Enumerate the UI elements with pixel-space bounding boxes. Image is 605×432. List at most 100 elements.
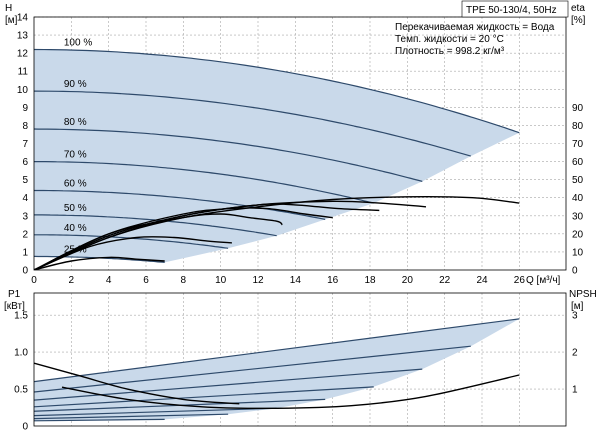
- speed-label: 80 %: [64, 117, 87, 128]
- npsh-curves: [34, 362, 520, 410]
- x-tick-label: 4: [106, 275, 112, 286]
- speed-label: 90 %: [64, 79, 87, 90]
- x-tick-label: 24: [476, 275, 488, 286]
- eta-tick-label: 80: [572, 121, 584, 132]
- qh-speed-curves: [34, 48, 520, 263]
- h-tick-label: 8: [22, 121, 28, 132]
- power-curve: [34, 407, 277, 417]
- power-chart: 0 0.5 1.0 1.5 1 2 3 P1 [кВт] NPSH [м]: [4, 289, 597, 432]
- x-tick-label: 20: [402, 275, 414, 286]
- x-tick-label: 2: [69, 275, 75, 286]
- x-tick-label: 10: [215, 275, 227, 286]
- power-curve: [34, 413, 229, 420]
- h-tick-label: 13: [17, 31, 29, 42]
- power-curve: [34, 418, 165, 422]
- eta-tick-label: 70: [572, 139, 584, 150]
- npsh-axis-unit: [м]: [571, 301, 584, 312]
- eta-axis-label: eta: [571, 3, 585, 14]
- h-tick-label: 7: [22, 139, 28, 150]
- power-curve: [34, 318, 520, 383]
- p1-axis-unit: [кВт]: [4, 301, 25, 312]
- eta-tick-label: 60: [572, 157, 584, 168]
- x-tick-label: 26: [514, 275, 526, 286]
- h-tick-label: 12: [17, 49, 29, 60]
- eta-tick-label: 90: [572, 103, 584, 114]
- q-axis-label: Q [м³/ч]: [526, 275, 561, 286]
- eta-curve: [34, 213, 283, 270]
- speed-curve: [34, 48, 520, 134]
- p1-tick-label: 0: [22, 422, 28, 432]
- info-density: Плотность = 998.2 кг/м³: [395, 46, 505, 57]
- h-axis-label: H: [5, 3, 12, 14]
- p1-axis-label: P1: [8, 289, 21, 300]
- npsh-tick-label: 1: [572, 385, 578, 396]
- x-tick-label: 18: [364, 275, 376, 286]
- speed-label: 40 %: [64, 223, 87, 234]
- eta-tick-label: 10: [572, 247, 584, 258]
- speed-label: 60 %: [64, 178, 87, 189]
- h-tick-label: 10: [17, 85, 29, 96]
- h-tick-label: 14: [17, 13, 29, 24]
- info-temperature: Темп. жидкости = 20 °C: [395, 34, 504, 45]
- eta-curves: [34, 195, 520, 270]
- x-tick-label: 8: [181, 275, 187, 286]
- speed-curve: [34, 90, 471, 157]
- speed-labels: 100 % 90 % 80 % 70 % 60 % 50 % 40 % 25 %: [64, 38, 92, 256]
- power-curve: [34, 386, 374, 408]
- speed-curve: [34, 128, 423, 182]
- h-tick-label: 6: [22, 157, 28, 168]
- npsh-curve: [34, 362, 240, 405]
- h-tick-label: 5: [22, 175, 28, 186]
- x-tick-label: 0: [31, 275, 37, 286]
- eta-tick-label: 0: [572, 266, 578, 277]
- power-area: [34, 318, 520, 421]
- x-tick-labels: 0 2 4 6 8 10 12 14 16 18 20 22 24 26: [31, 275, 525, 286]
- x-tick-label: 6: [143, 275, 149, 286]
- x-tick-label: 14: [290, 275, 302, 286]
- speed-curve: [34, 160, 374, 204]
- h-tick-label: 9: [22, 103, 28, 114]
- speed-label: 25 %: [64, 244, 87, 255]
- eta-tick-label: 40: [572, 193, 584, 204]
- info-fluid: Перекачиваемая жидкость = Вода: [395, 22, 555, 33]
- qh-operating-area: [34, 49, 520, 270]
- chart-title: TPE 50-130/4, 50Hz: [466, 5, 557, 16]
- eta-curve: [34, 256, 165, 270]
- eta-axis-unit: [%]: [571, 15, 586, 26]
- p1-tick-label: 1.5: [14, 311, 28, 322]
- title-box: [461, 0, 569, 18]
- x-tick-label: 22: [439, 275, 451, 286]
- npsh-tick-label: 3: [572, 311, 578, 322]
- eta-tick-label: 20: [572, 229, 584, 240]
- speed-label: 50 %: [64, 203, 87, 214]
- h-tick-label: 4: [22, 193, 28, 204]
- h-tick-label: 3: [22, 211, 28, 222]
- npsh-tick-labels: 1 2 3: [572, 311, 578, 396]
- h-tick-label: 2: [22, 229, 28, 240]
- p1-tick-label: 0.5: [14, 385, 28, 396]
- qh-plot-frame: [33, 16, 567, 271]
- p1-tick-label: 1.0: [14, 348, 28, 359]
- h-tick-label: 0: [22, 266, 28, 277]
- npsh-tick-label: 2: [572, 348, 578, 359]
- eta-curve: [34, 203, 380, 270]
- p1-tick-labels: 0 0.5 1.0 1.5: [14, 311, 28, 432]
- npsh-curve: [61, 374, 520, 410]
- power-plot-frame: [33, 292, 567, 427]
- x-tick-label: 16: [327, 275, 339, 286]
- eta-tick-label: 50: [572, 175, 584, 186]
- x-tick-label: 12: [252, 275, 264, 286]
- h-tick-label: 11: [18, 67, 29, 78]
- npsh-axis-label: NPSH: [569, 289, 597, 300]
- eta-tick-labels: 0 10 20 30 40 50 60 70 80 90: [572, 103, 584, 277]
- eta-curve: [34, 235, 232, 270]
- speed-label: 100 %: [64, 38, 92, 49]
- h-tick-label: 1: [22, 247, 28, 258]
- eta-tick-label: 30: [572, 211, 584, 222]
- h-axis-unit: [м]: [5, 15, 18, 26]
- speed-curve: [34, 189, 326, 220]
- speed-label: 70 %: [64, 150, 87, 161]
